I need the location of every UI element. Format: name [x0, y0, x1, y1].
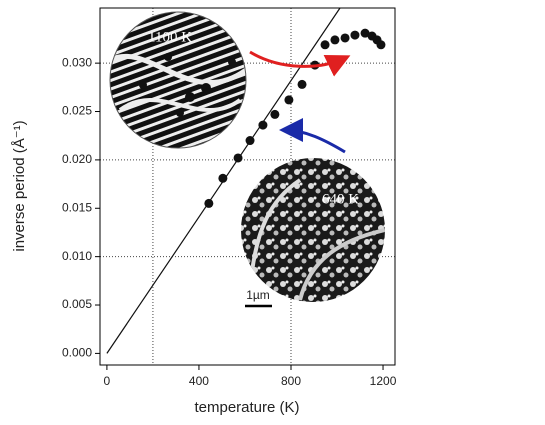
y-tick-label: 0.030	[62, 55, 92, 69]
data-point	[233, 153, 243, 163]
inset-1100k: 1100 K	[109, 11, 247, 149]
data-point	[350, 30, 360, 40]
data-point	[340, 33, 350, 43]
y-tick-label: 0.010	[62, 249, 92, 263]
data-point	[284, 95, 294, 105]
y-axis-label: inverse period (Å⁻¹)	[11, 120, 28, 251]
y-tick-label: 0.025	[62, 104, 92, 118]
scale-bar-label: 1µm	[246, 288, 270, 302]
inset-640k: 640 K	[241, 158, 385, 302]
y-tick-label: 0.005	[62, 297, 92, 311]
x-axis-label: temperature (K)	[194, 399, 299, 416]
arrow-blue	[279, 118, 346, 154]
data-point	[297, 79, 307, 89]
data-point	[218, 173, 228, 183]
data-point	[330, 35, 340, 45]
x-tick-label: 0	[104, 374, 111, 388]
data-point	[320, 40, 330, 50]
y-tick-label: 0.000	[62, 346, 92, 360]
inset-label: 640 K	[322, 191, 359, 207]
x-tick-label: 400	[189, 374, 209, 388]
data-point	[270, 109, 280, 119]
plot-frame	[99, 7, 396, 366]
inset-label: 1100 K	[148, 29, 192, 45]
data-point	[245, 136, 255, 146]
data-point	[376, 40, 386, 50]
data-point	[360, 28, 370, 38]
x-tick-label: 800	[281, 374, 301, 388]
y-tick-label: 0.015	[62, 200, 92, 214]
data-point	[258, 120, 268, 130]
x-tick-label: 1200	[370, 374, 397, 388]
data-point	[204, 198, 214, 208]
arrow-red	[249, 50, 351, 77]
y-tick-label: 0.020	[62, 152, 92, 166]
